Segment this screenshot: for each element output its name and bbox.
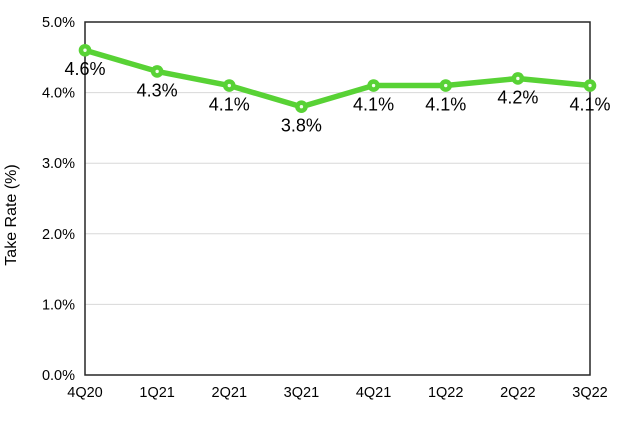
x-tick-label: 2Q21 bbox=[212, 385, 247, 401]
y-tick-label: 5.0% bbox=[42, 15, 75, 31]
data-point-labels: 4.6% 4.3% 4.1% 3.8% 4.1% 4.1% 4.2% 4.1% bbox=[64, 59, 610, 135]
data-point-marker-center bbox=[155, 69, 159, 74]
y-tick-label: 4.0% bbox=[42, 86, 75, 102]
data-point-markers bbox=[78, 43, 597, 114]
data-point-label: 4.1% bbox=[353, 95, 394, 115]
x-tick-label: 4Q20 bbox=[67, 385, 102, 401]
data-point-marker-center bbox=[227, 83, 231, 88]
data-point-label: 4.6% bbox=[64, 59, 105, 79]
series-line-group bbox=[82, 47, 593, 110]
x-tick-label: 3Q21 bbox=[284, 385, 319, 401]
x-axis-tick-labels: 4Q20 1Q21 2Q21 3Q21 4Q21 1Q22 2Q22 3Q22 bbox=[67, 385, 607, 401]
y-tick-label: 2.0% bbox=[42, 227, 75, 243]
data-point-label: 4.1% bbox=[569, 95, 610, 115]
y-tick-label: 0.0% bbox=[42, 368, 75, 384]
data-point-label: 4.1% bbox=[209, 95, 250, 115]
data-point-label: 4.3% bbox=[137, 80, 178, 100]
data-point-marker-center bbox=[83, 48, 87, 52]
y-tick-label: 3.0% bbox=[42, 156, 75, 172]
data-point-label: 4.1% bbox=[425, 95, 466, 115]
data-point-marker-center bbox=[516, 76, 520, 81]
data-point-label: 3.8% bbox=[281, 116, 322, 136]
y-axis-title: Take Rate (%) bbox=[3, 164, 20, 265]
x-tick-label: 1Q21 bbox=[139, 385, 174, 401]
data-point-marker-center bbox=[588, 83, 592, 88]
data-point-marker-center bbox=[371, 83, 376, 88]
x-tick-label: 3Q22 bbox=[572, 385, 607, 401]
gridlines bbox=[85, 92, 590, 305]
x-tick-label: 1Q22 bbox=[428, 385, 463, 401]
data-point-label: 4.2% bbox=[497, 87, 538, 107]
data-point-marker-center bbox=[444, 83, 448, 88]
plot-border bbox=[84, 21, 591, 376]
y-tick-label: 1.0% bbox=[42, 297, 75, 313]
y-axis-tick-labels: 0.0% 1.0% 2.0% 3.0% 4.0% 5.0% bbox=[42, 15, 75, 384]
x-tick-label: 4Q21 bbox=[356, 385, 391, 401]
series-line bbox=[82, 47, 593, 110]
data-point-marker-center bbox=[299, 105, 304, 109]
x-tick-label: 2Q22 bbox=[500, 385, 535, 401]
